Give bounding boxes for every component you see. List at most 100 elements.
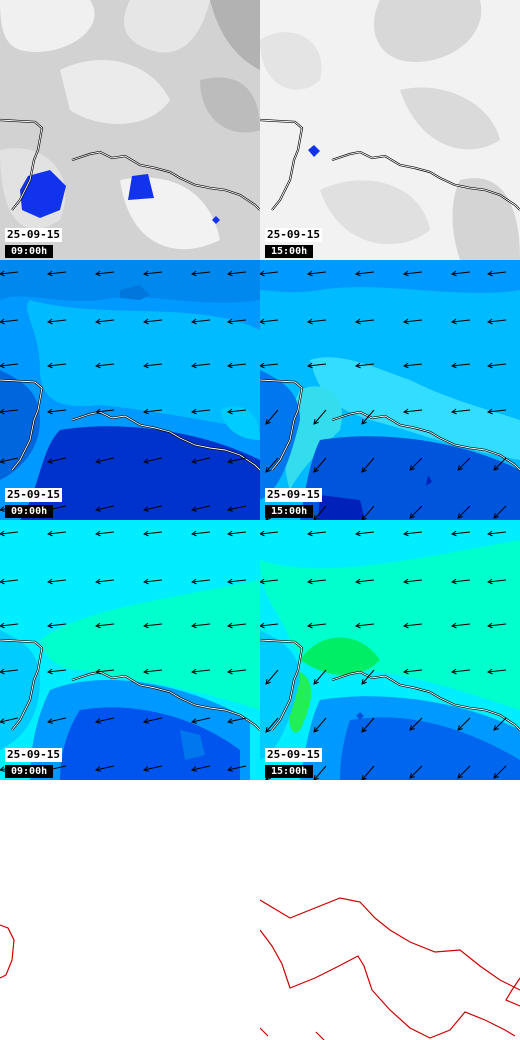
wind-arrow-head <box>493 773 499 779</box>
wind-arrows <box>0 270 247 512</box>
border-line <box>260 897 520 991</box>
precip-cell <box>308 145 320 157</box>
wind-arrow <box>191 505 211 511</box>
wind-arrow-head <box>190 578 197 585</box>
wind-arrow <box>95 623 115 627</box>
wind-arrow <box>457 505 471 519</box>
wind-arrow <box>143 457 163 463</box>
wind-arrow <box>457 457 471 471</box>
wind-arrow-head <box>190 270 197 277</box>
wind-arrow <box>260 271 279 275</box>
wind-arrow <box>409 457 423 471</box>
wind-arrow-head <box>226 270 233 277</box>
time-label: 15:00h <box>265 505 314 518</box>
wind-arrow <box>265 409 279 425</box>
wind-arrow-head <box>306 362 313 369</box>
wind-arrow <box>403 319 423 323</box>
wind-arrow-head <box>260 270 265 277</box>
wind-arrow <box>451 531 471 535</box>
wind-arrow-head <box>486 270 493 277</box>
border-line <box>0 924 15 979</box>
wind-arrow-head <box>226 408 233 415</box>
wind-arrow <box>47 271 67 275</box>
wind-arrow-head <box>260 530 265 537</box>
wind-arrow-head <box>313 679 319 685</box>
wind-arrows <box>260 270 507 520</box>
wind-arrow <box>143 669 163 673</box>
wind-arrow <box>143 319 163 323</box>
wind-arrow <box>227 505 247 511</box>
wind-arrow <box>361 409 375 425</box>
wind-arrow <box>403 271 423 275</box>
wind-arrow-head <box>450 530 457 537</box>
wind-arrow-head <box>450 668 457 675</box>
wind-arrow-head <box>94 362 101 369</box>
cloud-map-panel-0900: 25-09-15 09:00h <box>0 0 260 260</box>
wind-map-panel-0900: 25-09-15 09:00h <box>0 260 260 520</box>
cloud-map <box>260 0 520 260</box>
wind-arrow <box>95 319 115 323</box>
wind-arrow <box>313 765 327 780</box>
wind-arrow <box>493 717 507 731</box>
wind-map <box>0 520 260 780</box>
wind-arrow <box>143 409 163 413</box>
wind-arrow-head <box>450 270 457 277</box>
wind-arrow <box>95 765 115 771</box>
wind-arrow-head <box>450 318 457 325</box>
wind-arrow-head <box>265 679 271 685</box>
wind-arrow <box>95 531 115 535</box>
wind-arrow <box>307 319 327 323</box>
wind-arrow-head <box>0 318 5 325</box>
wind-arrow-head <box>493 725 499 731</box>
wind-arrow <box>191 765 211 771</box>
wind-arrow <box>191 319 211 323</box>
wind-arrow-head <box>486 408 493 415</box>
wind-arrow <box>191 271 211 275</box>
wind-arrow <box>487 271 507 275</box>
wind-arrow <box>227 363 247 367</box>
wind-arrow-head <box>409 465 415 471</box>
wind-arrow <box>260 531 279 535</box>
wind-arrow-head <box>226 718 233 724</box>
wind-arrow <box>487 363 507 367</box>
wind-arrow-head <box>260 622 265 629</box>
wind-arrow-head <box>0 458 5 464</box>
date-label: 25-09-15 <box>5 488 62 502</box>
wind-arrow <box>451 363 471 367</box>
wind-map <box>260 260 520 520</box>
wind-arrow-head <box>313 775 319 780</box>
wind-arrow-head <box>313 467 319 473</box>
wind-arrow-head <box>450 578 457 585</box>
wind-arrow-head <box>226 578 233 585</box>
wind-arrow-head <box>0 506 5 512</box>
wind-arrow-head <box>402 530 409 537</box>
wind-arrow-head <box>354 362 361 369</box>
wind-arrow <box>143 271 163 275</box>
wind-arrow-head <box>142 318 149 325</box>
wind-arrow-head <box>486 530 493 537</box>
wind-arrow <box>0 363 19 367</box>
wind-arrow-head <box>190 530 197 537</box>
wind-arrow-head <box>190 408 197 415</box>
wind-arrow-head <box>94 530 101 537</box>
wind-arrow <box>0 457 19 463</box>
wind-arrow <box>0 319 19 323</box>
wind-arrow <box>355 319 375 323</box>
wind-arrow <box>191 623 211 627</box>
wind-arrow-head <box>313 515 319 520</box>
wind-arrow <box>227 457 247 463</box>
wind-arrow-head <box>94 318 101 325</box>
wind-arrow <box>355 623 375 627</box>
wind-arrow-head <box>493 465 499 471</box>
wind-arrow <box>95 271 115 275</box>
wind-arrow <box>361 717 375 733</box>
time-label: 15:00h <box>265 245 314 258</box>
wind-arrow <box>0 579 19 583</box>
wind-arrow <box>0 531 19 535</box>
precip-cell <box>128 174 154 200</box>
wind-arrow <box>355 271 375 275</box>
wind-arrow <box>403 409 423 413</box>
wind-arrow-head <box>457 513 463 519</box>
wind-arrow-head <box>260 318 265 325</box>
wind-arrow <box>227 409 247 413</box>
